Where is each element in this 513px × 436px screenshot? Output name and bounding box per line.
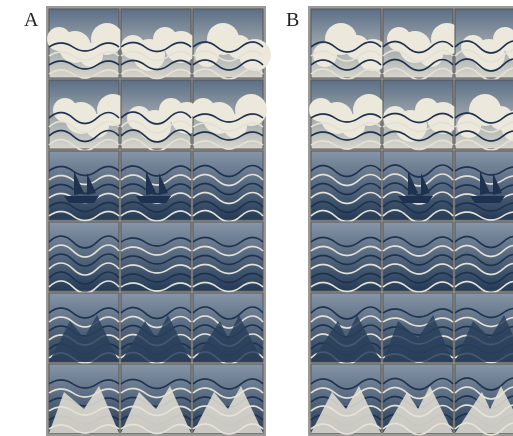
tile — [193, 151, 263, 222]
tile — [383, 222, 453, 292]
tile — [383, 151, 453, 222]
tile — [121, 151, 191, 221]
cloud — [91, 23, 123, 55]
tile — [121, 9, 197, 79]
tile — [383, 293, 453, 362]
tile — [455, 80, 513, 150]
tile — [309, 80, 385, 149]
tile — [49, 293, 119, 363]
tile — [311, 151, 381, 222]
tile — [455, 222, 513, 293]
tile — [311, 9, 389, 79]
cloud — [353, 94, 385, 126]
tile — [49, 364, 119, 433]
tile — [311, 293, 381, 364]
tile — [191, 80, 267, 149]
tile-bg — [49, 151, 119, 220]
tile — [49, 151, 119, 221]
tile — [455, 151, 513, 220]
tile — [311, 222, 381, 292]
tile-bg — [311, 222, 381, 291]
tile-bg — [193, 222, 263, 291]
tile — [311, 364, 381, 434]
tile — [193, 364, 263, 434]
tile — [121, 293, 191, 364]
tile — [121, 80, 203, 151]
tile — [455, 293, 513, 363]
tile — [383, 364, 453, 435]
tile-bg — [455, 222, 513, 291]
cloud — [239, 39, 271, 71]
panel-label: A — [24, 9, 39, 31]
tile — [455, 9, 513, 80]
tile — [455, 364, 513, 435]
tile — [193, 293, 263, 364]
tile — [193, 222, 263, 292]
tile — [121, 364, 191, 434]
tile — [49, 222, 119, 293]
tile — [121, 222, 191, 291]
tile — [383, 9, 463, 80]
tile — [383, 80, 459, 150]
panel-label: B — [286, 9, 299, 31]
tile-grids — [46, 6, 513, 436]
cloud — [235, 94, 267, 126]
figure: A B — [0, 0, 513, 436]
tile — [49, 80, 129, 151]
tile — [47, 9, 123, 78]
tile — [193, 9, 271, 79]
